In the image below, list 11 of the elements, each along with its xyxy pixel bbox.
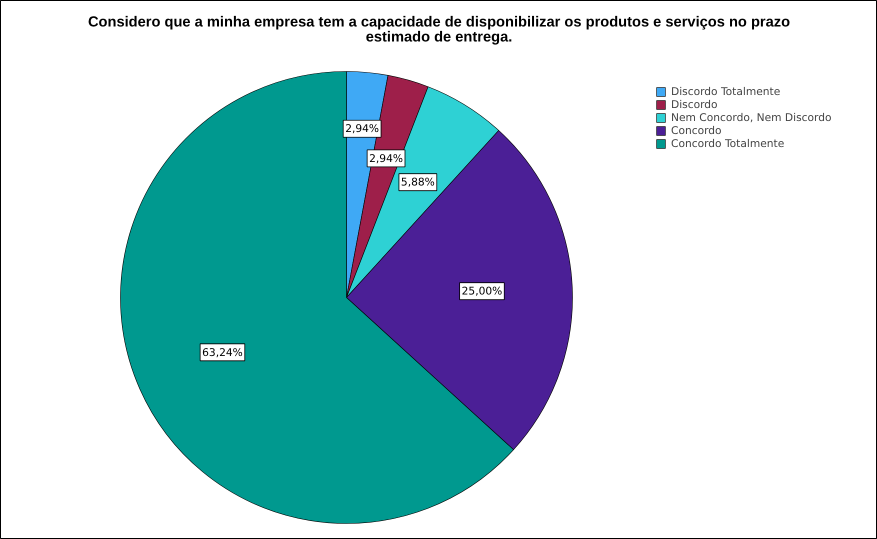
legend-label: Discordo Totalmente bbox=[671, 85, 780, 98]
data-label: 63,24% bbox=[202, 346, 243, 359]
data-label: 2,94% bbox=[369, 152, 403, 165]
data-label: 2,94% bbox=[345, 122, 380, 136]
legend-label: Concordo bbox=[671, 124, 722, 137]
data-label: 5,88% bbox=[400, 176, 435, 189]
legend-label: Concordo Totalmente bbox=[671, 137, 784, 150]
chart-title: Considero que a minha empresa tem a capacidade de disponibilizar os produtos e serviços no prazo estimado de entrega. bbox=[88, 14, 790, 46]
legend-label: Nem Concordo, Nem Discordo bbox=[671, 111, 832, 124]
data-label: 25,00% bbox=[462, 284, 502, 298]
legend-label: Discordo bbox=[671, 98, 718, 111]
